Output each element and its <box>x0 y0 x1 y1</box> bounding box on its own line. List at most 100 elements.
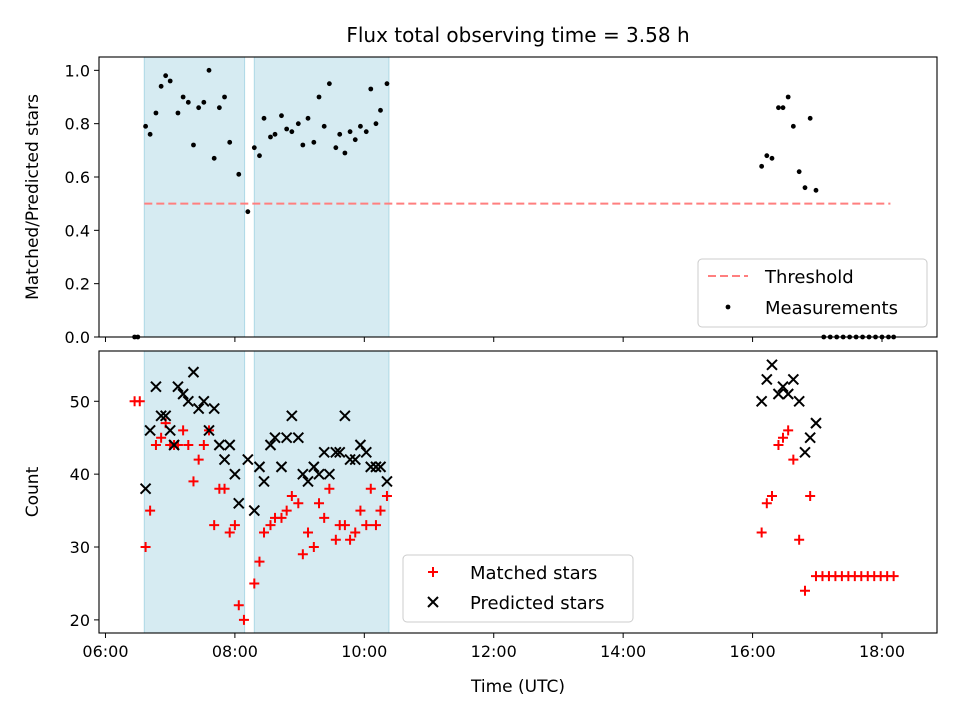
measurement-point <box>352 137 358 143</box>
measurement-point <box>316 94 322 100</box>
measurement-point <box>305 115 311 121</box>
measurement-point <box>163 73 169 79</box>
measurement-point <box>272 131 278 137</box>
matched-star-point <box>249 578 260 589</box>
measurement-point <box>227 139 233 145</box>
matched-star-point <box>777 432 788 443</box>
legend: Matched stars Predicted stars <box>402 554 634 623</box>
matched-star-point <box>219 483 230 494</box>
predicted-star-point <box>323 468 336 480</box>
predicted-star-point <box>772 388 785 400</box>
predicted-star-point <box>777 380 789 393</box>
predicted-star-point <box>177 388 189 400</box>
measurement-point <box>807 115 813 121</box>
measurement-point <box>300 142 306 148</box>
matched-star-point <box>783 425 794 436</box>
predicted-star-point <box>229 468 241 480</box>
y-tick-label: 0.4 <box>65 221 90 240</box>
matched-star-point <box>224 527 235 538</box>
predicted-star-point <box>233 497 245 510</box>
measurement-point <box>257 153 262 159</box>
measurement-point <box>785 94 791 100</box>
observing-interval-band-0 <box>143 56 246 338</box>
x-tick-label: 06:00 <box>82 642 128 661</box>
predicted-star-point <box>159 410 172 422</box>
predicted-star-point <box>339 410 351 422</box>
predicted-star-point <box>334 446 346 458</box>
matched-star-point <box>756 527 767 538</box>
y-tick-label: 20 <box>70 611 90 630</box>
y-tick-label: 0.0 <box>65 328 90 347</box>
measurement-point <box>222 94 227 100</box>
axes-frame <box>98 56 938 338</box>
x-axis-label: Time (UTC) <box>470 677 565 697</box>
x-tick-label: 10:00 <box>341 642 387 661</box>
measurement-point <box>196 105 202 111</box>
legend-measurements-swatch <box>725 304 731 310</box>
predicted-star-point <box>208 402 220 415</box>
matched-star-point <box>286 491 297 502</box>
predicted-star-point <box>365 461 377 473</box>
matched-star-point <box>259 527 270 538</box>
predicted-star-point <box>269 432 281 444</box>
predicted-star-point <box>168 439 180 451</box>
x-tick-label: 14:00 <box>600 642 646 661</box>
measurement-point <box>279 113 284 119</box>
legend-box <box>402 554 634 623</box>
matched-star-point <box>794 534 805 545</box>
predicted-star-point <box>187 366 200 378</box>
predicted-star-point <box>330 446 342 458</box>
predicted-star-point <box>258 475 270 488</box>
measurement-point <box>245 209 251 215</box>
measurement-point <box>759 163 765 169</box>
measurement-point <box>347 129 353 135</box>
legend-matched-label: Matched stars <box>470 563 597 584</box>
matched-star-point <box>198 440 209 450</box>
predicted-star-point <box>242 453 254 466</box>
predicted-star-point <box>302 475 314 488</box>
measurement-point <box>158 83 164 89</box>
matched-star-point <box>361 520 372 531</box>
measurement-point <box>251 145 257 151</box>
predicted-star-point <box>761 373 773 386</box>
matched-star-point <box>183 440 194 450</box>
measurement-point <box>384 81 390 87</box>
y-tick-label: 1.0 <box>65 61 90 80</box>
predicted-star-point <box>164 424 176 437</box>
matched-star-point <box>209 520 220 531</box>
measurement-point <box>813 187 819 193</box>
predicted-star-point <box>810 417 822 429</box>
measurement-point <box>368 86 374 92</box>
matched-star-point <box>888 571 899 582</box>
predicted-star-point <box>172 380 184 393</box>
measurement-point <box>185 99 191 105</box>
observing-interval-band-0 <box>143 350 246 634</box>
predicted-star-point <box>292 432 305 444</box>
legend: Threshold Measurements <box>697 258 928 328</box>
predicted-star-point <box>318 446 330 458</box>
predicted-star-point <box>370 461 382 473</box>
measurement-point <box>167 78 173 84</box>
matched-star-point <box>276 512 287 523</box>
measurement-point <box>191 142 196 148</box>
matched-star-point <box>355 505 366 516</box>
matched-star-point <box>308 542 319 553</box>
matched-star-point <box>254 556 265 567</box>
predicted-star-point <box>286 410 298 422</box>
measurement-point <box>180 94 186 100</box>
predicted-star-point <box>144 424 156 437</box>
matched-star-point <box>365 483 376 494</box>
matched-star-point <box>381 491 392 502</box>
matched-star-point <box>281 505 292 516</box>
matched-star-point <box>297 549 308 560</box>
predicted-star-point <box>198 395 210 407</box>
measurement-point <box>342 150 348 156</box>
y-tick-label: 30 <box>70 538 90 557</box>
measurement-point <box>337 131 343 137</box>
matched-star-point <box>314 498 325 509</box>
matched-star-point <box>134 396 145 407</box>
matched-star-point <box>233 600 244 611</box>
predicted-star-point <box>192 402 205 415</box>
matched-star-point <box>156 432 167 443</box>
predicted-star-point <box>139 483 152 495</box>
